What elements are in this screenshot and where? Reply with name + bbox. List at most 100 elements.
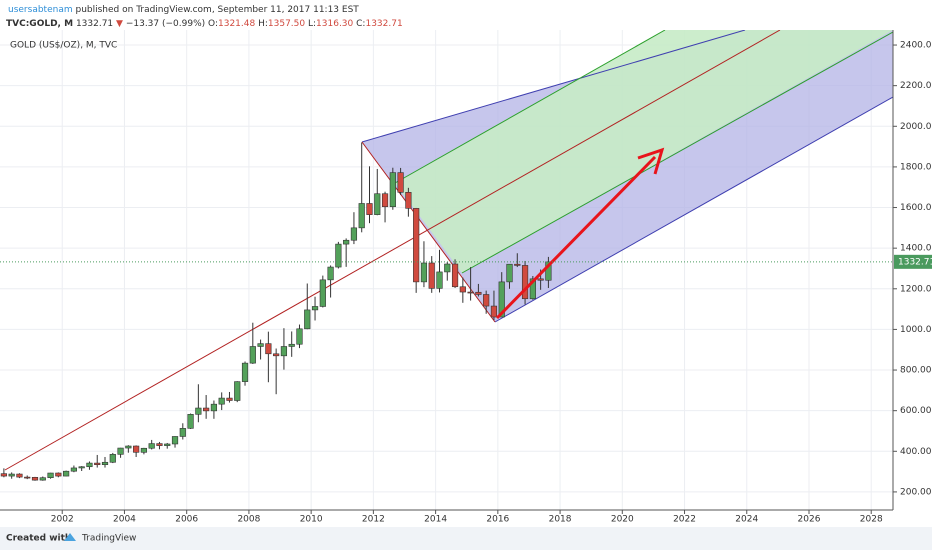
candle-body [444,263,451,273]
x-tick-label: 2016 [486,515,509,525]
footer [0,527,932,550]
x-tick-label: 2020 [611,515,634,525]
arrow-down: ▼ [116,19,123,29]
candle-body [319,279,326,307]
x-tick-label: 2004 [113,515,136,525]
candle-body [171,436,179,445]
arrow [495,147,665,320]
candle-body [304,309,311,330]
candle-body [226,397,233,401]
y-tick-label: 2400.00 [900,41,932,51]
x-tick-label: 2014 [424,515,447,525]
candle-body [63,470,70,477]
chart-title: GOLD (US$/OZ), M, TVC [10,41,117,51]
candle-body [218,397,225,405]
arrow-head [637,147,665,175]
footer-brand: TradingView [81,534,136,544]
pitchfork-inner-fill [395,30,893,273]
ticker: TVC:GOLD, M [6,19,73,29]
pitchfork-lower [494,96,893,323]
candle-body [187,414,194,429]
y-tick-label: 200.00 [900,487,932,497]
x-tick-label: 2002 [51,515,74,525]
candle-body [343,239,350,245]
candle-body [210,403,218,412]
y-tick-label: 2200.00 [900,81,932,91]
published: published on TradingView.com, September … [75,5,359,15]
y-tick-label: 1200.00 [900,284,932,294]
candle-body [16,473,23,478]
pitchfork-upper-inner [394,30,666,184]
candle-body [350,227,358,241]
candle-body [109,454,116,463]
candle-body [498,281,505,318]
candle-body [31,476,39,481]
arrow-line [495,155,657,320]
candle-body [8,473,15,477]
pitchfork-lower-inner [461,31,893,274]
candle-body [420,262,428,283]
candle-body [164,443,171,446]
x-tick-label: 2024 [735,515,758,525]
y-tick-label: 2000.00 [900,122,932,132]
candle-body [280,346,288,357]
axes: 200.00 400.00 600.00 800.00 1000.00 1200.00 14… [0,41,932,525]
candle-body [94,462,101,466]
candle-body [55,472,62,477]
candle-body [521,265,529,300]
candle-body [273,353,280,357]
footer-created: Created with [6,534,71,544]
candle-body [389,172,396,208]
x-tick-label: 2010 [300,515,323,525]
x-tick-label: 2008 [237,515,260,525]
candle-body [39,477,46,481]
y-tick-label: 400.00 [900,447,932,457]
last: 1332.71 [76,19,113,29]
pitchfork-median [4,30,781,471]
candle-body [436,271,443,289]
candle-body [257,343,264,347]
candle-body [366,203,373,215]
x-tick-label: 2022 [673,515,696,525]
candle-body [381,193,389,208]
candle-body [234,381,241,401]
candle-body [24,476,31,479]
pitchfork-upper [361,30,746,143]
candle-body [156,443,163,446]
candle-body [78,466,85,469]
open-label: O: [208,19,218,29]
candle-body [125,445,132,449]
candle-body [335,243,342,268]
candle-body [288,343,295,347]
low: 1316.30 [316,19,353,29]
candle-body [537,278,544,281]
candle-body [296,328,303,345]
y-tick-label: 800.00 [900,366,932,376]
candle-body [413,208,420,283]
candle-body [117,447,124,455]
candle-body [358,203,365,229]
candle-body [483,294,490,307]
candle-body [47,472,54,479]
candle-body [514,263,521,266]
last-price-box [894,254,932,269]
y-tick-label: 1800.00 [900,162,932,172]
candle-body [148,443,155,449]
candle-body [405,192,412,209]
candle-body [428,262,435,289]
candle-body [195,407,202,415]
symbol-line: TVC:GOLD, M 1332.71 ▼ −13.37 (−0.99%) O:… [6,19,403,29]
candle-body [327,266,334,281]
candle-body [490,305,498,318]
candles [0,142,552,481]
y-tick-label: 1400.00 [900,244,932,254]
x-tick-label: 2012 [362,515,385,525]
candle-body [86,462,93,468]
candle-body [374,193,381,215]
last-price-label: 1332.71 [898,257,932,267]
drawings [4,30,893,471]
change: −13.37 (−0.99%) [126,19,205,29]
y-tick-label: 600.00 [900,406,932,416]
close-label: C: [356,19,365,29]
